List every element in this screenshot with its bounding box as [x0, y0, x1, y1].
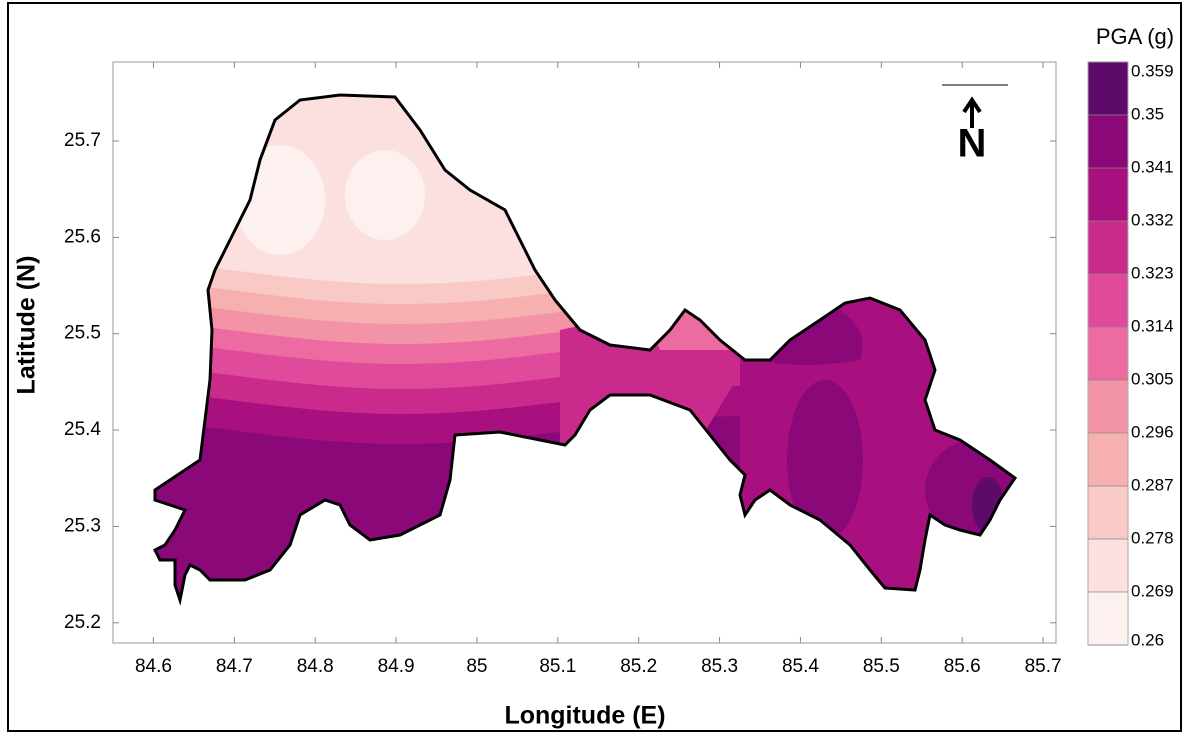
y-tick-label: 25.2 — [64, 612, 101, 633]
colorbar-label: 0.332 — [1131, 210, 1174, 229]
north-arrow: N — [942, 84, 1008, 166]
contour-band — [787, 380, 863, 540]
region-outline — [152, 93, 1018, 606]
colorbar-title: PGA (g) — [1096, 24, 1174, 49]
colorbar-cell — [1088, 274, 1128, 327]
x-tick-label: 84.9 — [378, 656, 415, 677]
x-tick-label: 84.8 — [297, 656, 334, 677]
colorbar-label: 0.269 — [1131, 581, 1174, 600]
colorbar-label: 0.296 — [1131, 422, 1174, 441]
colorbar-cell — [1088, 327, 1128, 380]
x-tick-label: 85.2 — [620, 656, 657, 677]
x-tick-label: 85.6 — [944, 656, 981, 677]
x-axis-label: Longitude (E) — [504, 702, 665, 730]
y-tick-label: 25.5 — [64, 323, 101, 344]
colorbar-label: 0.341 — [1131, 157, 1174, 176]
contour-band — [345, 150, 425, 240]
y-tick-label: 25.3 — [64, 515, 101, 536]
colorbar-label: 0.314 — [1131, 316, 1174, 335]
x-tick-label: 85.4 — [782, 656, 819, 677]
y-tick-label: 25.6 — [64, 226, 101, 247]
colorbar-cell — [1088, 592, 1128, 645]
x-tick-label: 84.7 — [216, 656, 253, 677]
colorbar-label: 0.35 — [1131, 104, 1164, 123]
colorbar-label: 0.26 — [1131, 630, 1164, 649]
colorbar-label: 0.305 — [1131, 369, 1174, 388]
north-label: N — [958, 122, 987, 166]
x-tick-label: 85 — [466, 656, 487, 677]
colorbar-cell — [1088, 221, 1128, 274]
colorbar-cell — [1088, 539, 1128, 592]
y-axis-label: Latitude (N) — [13, 256, 41, 395]
x-tick-label: 85.7 — [1025, 656, 1062, 677]
colorbar-cell — [1088, 433, 1128, 486]
colorbar-label: 0.323 — [1131, 263, 1174, 282]
colorbar-cell — [1088, 62, 1128, 115]
colorbar-label: 0.278 — [1131, 528, 1174, 547]
arrow — [962, 96, 982, 128]
x-tick-label: 85.3 — [701, 656, 738, 677]
colorbar-cell — [1088, 168, 1128, 221]
x-tick-label: 85.1 — [539, 656, 576, 677]
x-tick-label: 85.5 — [863, 656, 900, 677]
colorbar-cell — [1088, 115, 1128, 168]
x-tick-label: 84.6 — [135, 656, 172, 677]
y-tick-label: 25.4 — [64, 419, 101, 440]
colorbar-cell — [1088, 380, 1128, 433]
colorbar-label: 0.359 — [1131, 61, 1174, 80]
colorbar-label: 0.287 — [1131, 475, 1174, 494]
y-tick-label: 25.7 — [64, 130, 101, 151]
colorbar-cell — [1088, 486, 1128, 539]
